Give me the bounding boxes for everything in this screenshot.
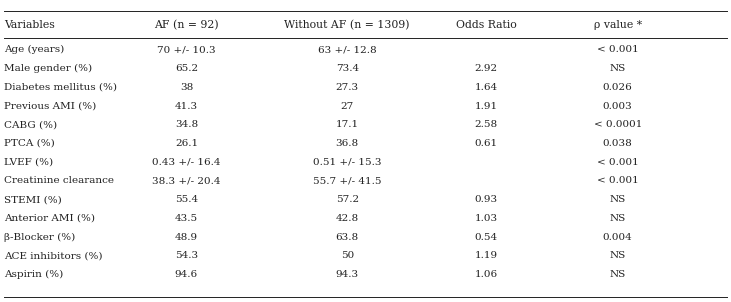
- Text: Odds Ratio: Odds Ratio: [455, 20, 517, 30]
- Text: 0.003: 0.003: [603, 101, 632, 111]
- Text: 2.92: 2.92: [474, 64, 498, 73]
- Text: < 0.001: < 0.001: [596, 45, 639, 54]
- Text: 27.3: 27.3: [336, 83, 359, 92]
- Text: NS: NS: [610, 270, 626, 279]
- Text: 41.3: 41.3: [175, 101, 198, 111]
- Text: Male gender (%): Male gender (%): [4, 64, 92, 73]
- Text: 0.004: 0.004: [603, 233, 632, 242]
- Text: NS: NS: [610, 214, 626, 223]
- Text: 1.06: 1.06: [474, 270, 498, 279]
- Text: 0.038: 0.038: [603, 139, 632, 148]
- Text: 0.43 +/- 16.4: 0.43 +/- 16.4: [152, 158, 221, 167]
- Text: Without AF (n = 1309): Without AF (n = 1309): [284, 20, 410, 30]
- Text: 54.3: 54.3: [175, 251, 198, 260]
- Text: 0.026: 0.026: [603, 83, 632, 92]
- Text: 94.3: 94.3: [336, 270, 359, 279]
- Text: 42.8: 42.8: [336, 214, 359, 223]
- Text: 26.1: 26.1: [175, 139, 198, 148]
- Text: 63 +/- 12.8: 63 +/- 12.8: [318, 45, 376, 54]
- Text: AF (n = 92): AF (n = 92): [154, 20, 219, 30]
- Text: NS: NS: [610, 251, 626, 260]
- Text: < 0.001: < 0.001: [596, 176, 639, 185]
- Text: Previous AMI (%): Previous AMI (%): [4, 101, 96, 111]
- Text: 1.64: 1.64: [474, 83, 498, 92]
- Text: < 0.0001: < 0.0001: [594, 120, 642, 129]
- Text: 0.93: 0.93: [474, 195, 498, 204]
- Text: 38: 38: [180, 83, 193, 92]
- Text: 34.8: 34.8: [175, 120, 198, 129]
- Text: Anterior AMI (%): Anterior AMI (%): [4, 214, 94, 223]
- Text: 0.51 +/- 15.3: 0.51 +/- 15.3: [313, 158, 382, 167]
- Text: 38.3 +/- 20.4: 38.3 +/- 20.4: [152, 176, 221, 185]
- Text: ACE inhibitors (%): ACE inhibitors (%): [4, 251, 102, 260]
- Text: 0.54: 0.54: [474, 233, 498, 242]
- Text: NS: NS: [610, 64, 626, 73]
- Text: 2.58: 2.58: [474, 120, 498, 129]
- Text: 0.61: 0.61: [474, 139, 498, 148]
- Text: ρ value *: ρ value *: [594, 20, 642, 30]
- Text: STEMI (%): STEMI (%): [4, 195, 61, 204]
- Text: 1.03: 1.03: [474, 214, 498, 223]
- Text: 43.5: 43.5: [175, 214, 198, 223]
- Text: 17.1: 17.1: [336, 120, 359, 129]
- Text: Diabetes mellitus (%): Diabetes mellitus (%): [4, 83, 117, 92]
- Text: 70 +/- 10.3: 70 +/- 10.3: [157, 45, 216, 54]
- Text: Variables: Variables: [4, 20, 54, 30]
- Text: Age (years): Age (years): [4, 45, 64, 54]
- Text: LVEF (%): LVEF (%): [4, 158, 53, 167]
- Text: 57.2: 57.2: [336, 195, 359, 204]
- Text: 65.2: 65.2: [175, 64, 198, 73]
- Text: 73.4: 73.4: [336, 64, 359, 73]
- Text: < 0.001: < 0.001: [596, 158, 639, 167]
- Text: 63.8: 63.8: [336, 233, 359, 242]
- Text: PTCA (%): PTCA (%): [4, 139, 54, 148]
- Text: 1.91: 1.91: [474, 101, 498, 111]
- Text: 48.9: 48.9: [175, 233, 198, 242]
- Text: 36.8: 36.8: [336, 139, 359, 148]
- Text: β-Blocker (%): β-Blocker (%): [4, 233, 75, 242]
- Text: 50: 50: [341, 251, 354, 260]
- Text: Creatinine clearance: Creatinine clearance: [4, 176, 113, 185]
- Text: Aspirin (%): Aspirin (%): [4, 270, 63, 279]
- Text: 94.6: 94.6: [175, 270, 198, 279]
- Text: 1.19: 1.19: [474, 251, 498, 260]
- Text: CABG (%): CABG (%): [4, 120, 57, 129]
- Text: 27: 27: [341, 101, 354, 111]
- Text: 55.7 +/- 41.5: 55.7 +/- 41.5: [313, 176, 382, 185]
- Text: NS: NS: [610, 195, 626, 204]
- Text: 55.4: 55.4: [175, 195, 198, 204]
